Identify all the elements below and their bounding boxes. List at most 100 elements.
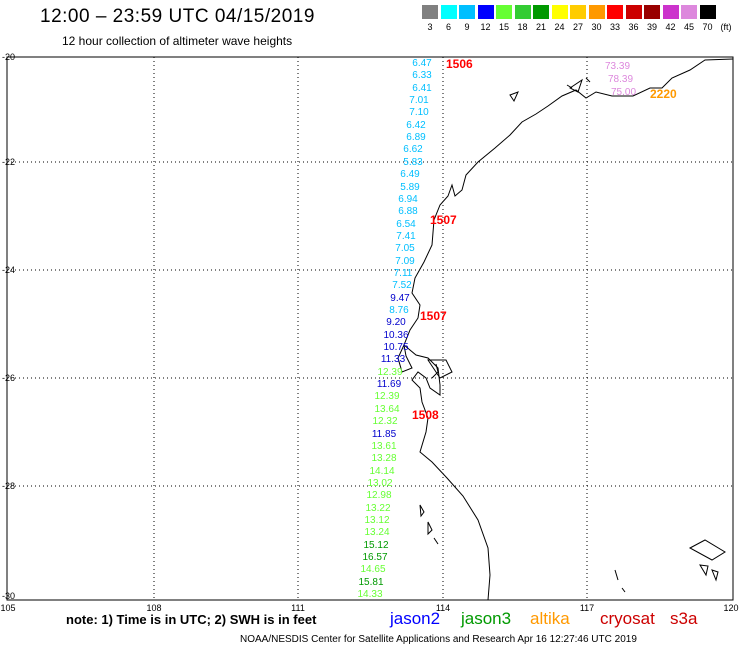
- legend-swatch: [440, 5, 457, 19]
- wave-height-value: 13.64: [374, 403, 400, 415]
- wave-height-value: 14.65: [360, 564, 386, 576]
- wave-height-value: 14.14: [369, 465, 395, 477]
- legend-swatch: [514, 5, 531, 19]
- wave-height-value: 13.61: [371, 440, 397, 452]
- graticule: [7, 57, 733, 600]
- wave-height-value: 7.05: [395, 243, 415, 255]
- wave-height-value: 7.10: [409, 107, 429, 119]
- latitude-label: -24: [2, 265, 16, 275]
- legend-label: 45: [683, 22, 694, 32]
- wave-height-value: 6.47: [412, 58, 432, 69]
- legend-label: 24: [554, 22, 565, 32]
- page-subtitle: 12 hour collection of altimeter wave hei…: [62, 34, 293, 48]
- legend-swatch: [607, 5, 623, 19]
- legend-swatch: [496, 5, 512, 19]
- map-frame: [6, 56, 734, 601]
- pass-time-label: 2220: [650, 87, 677, 101]
- legend-label: 18: [517, 22, 528, 32]
- footer-note: note: 1) Time is in UTC; 2) SWH is in fe…: [66, 612, 317, 627]
- wave-height-value: 9.47: [390, 292, 410, 304]
- legend-label: 3: [427, 22, 433, 32]
- wave-height-value: 12.32: [372, 416, 398, 428]
- wave-height-value: 12.39: [377, 366, 403, 378]
- altika-value: 78.39: [608, 74, 634, 85]
- wave-height-value: 12.98: [366, 490, 392, 502]
- wave-height-value: 14.33: [357, 589, 383, 601]
- wave-height-value: 5.89: [400, 181, 420, 193]
- wave-height-value: 16.57: [362, 552, 388, 563]
- wave-height-value: 15.12: [363, 539, 389, 551]
- wave-height-value: 6.88: [398, 206, 418, 218]
- legend-swatch: [699, 5, 716, 19]
- longitude-label: 114: [435, 603, 451, 613]
- wave-height-value: 13.24: [364, 527, 390, 539]
- pass-time-label: 1507: [420, 309, 447, 323]
- legend-label: 39: [646, 22, 657, 32]
- legend-swatch: [588, 5, 605, 19]
- page-title: 12:00 – 23:59 UTC 04/15/2019: [40, 6, 315, 27]
- legend-label: 33: [609, 22, 620, 32]
- legend-label: 15: [498, 22, 509, 32]
- latitude-label: -22: [2, 157, 16, 167]
- coastline: [397, 58, 734, 601]
- legend-swatch: [625, 5, 642, 19]
- legend-swatch: [570, 5, 586, 19]
- wave-height-value: 11.85: [371, 428, 397, 440]
- altika-value: 75.00: [611, 87, 637, 98]
- wave-height-value: 7.01: [409, 95, 429, 107]
- legend-swatch: [644, 5, 660, 19]
- pass-time-label: 1506: [446, 57, 473, 71]
- wave-height-value: 10.75: [383, 342, 409, 354]
- legend-swatch: [533, 5, 549, 19]
- legend-swatch: [551, 5, 568, 19]
- legend-label: 70: [702, 22, 713, 32]
- latitude-label: -20: [2, 52, 16, 62]
- longitude-label: 108: [146, 603, 162, 613]
- wave-height-value: 12.39: [374, 391, 400, 403]
- wave-height-value: 13.28: [371, 453, 397, 465]
- wave-height-value: 10.36: [383, 329, 409, 341]
- pass-time-label: 1507: [430, 213, 457, 227]
- legend-label: 27: [572, 22, 583, 32]
- wave-height-value: 6.89: [406, 132, 426, 144]
- legend-swatch: [422, 5, 438, 19]
- wave-height-value: 6.94: [398, 193, 418, 205]
- wave-height-value: 8.76: [389, 305, 409, 316]
- legend-swatch: [477, 5, 494, 19]
- longitude-label: 117: [579, 603, 595, 613]
- legend-label: 9: [464, 22, 470, 32]
- wave-height-value: 11.69: [376, 379, 402, 391]
- legend-label: 30: [591, 22, 602, 32]
- satellite-cryosat: cryosat: [600, 609, 655, 628]
- longitude-label: 105: [0, 603, 16, 613]
- wave-height-value: 13.02: [367, 477, 393, 489]
- wave-height-value: 11.33: [380, 354, 406, 366]
- wave-height-value: 7.41: [396, 230, 416, 242]
- wave-height-value: 9.20: [386, 317, 406, 329]
- legend-swatch: [459, 5, 475, 19]
- legend-label: 36: [628, 22, 639, 32]
- legend-label: 21: [535, 22, 546, 32]
- satellite-s3a: s3a: [670, 609, 698, 628]
- latitude-label: -26: [2, 373, 16, 383]
- wave-height-value: 6.33: [412, 70, 432, 82]
- longitude-label: 120: [723, 603, 739, 613]
- legend-swatch: [681, 5, 697, 19]
- wave-height-value: 7.52: [392, 280, 412, 292]
- pass-time-label: 1508: [412, 408, 439, 422]
- satellite-jason2: jason2: [390, 609, 441, 628]
- wave-height-value: 6.49: [400, 169, 420, 181]
- wave-height-value: 6.54: [396, 218, 416, 230]
- wave-height-value: 6.42: [406, 119, 426, 131]
- wave-height-value: 7.11: [393, 267, 413, 279]
- wave-height-value: 13.22: [365, 502, 391, 514]
- satellite-altika: altika: [530, 609, 570, 628]
- legend-label: 42: [665, 22, 676, 32]
- latitude-label: -28: [2, 481, 16, 491]
- wave-height-value: 5.83: [403, 156, 423, 168]
- altika-value: 73.39: [605, 61, 631, 72]
- credit-line: NOAA/NESDIS Center for Satellite Applica…: [240, 634, 637, 645]
- wave-height-value: 6.41: [412, 82, 432, 94]
